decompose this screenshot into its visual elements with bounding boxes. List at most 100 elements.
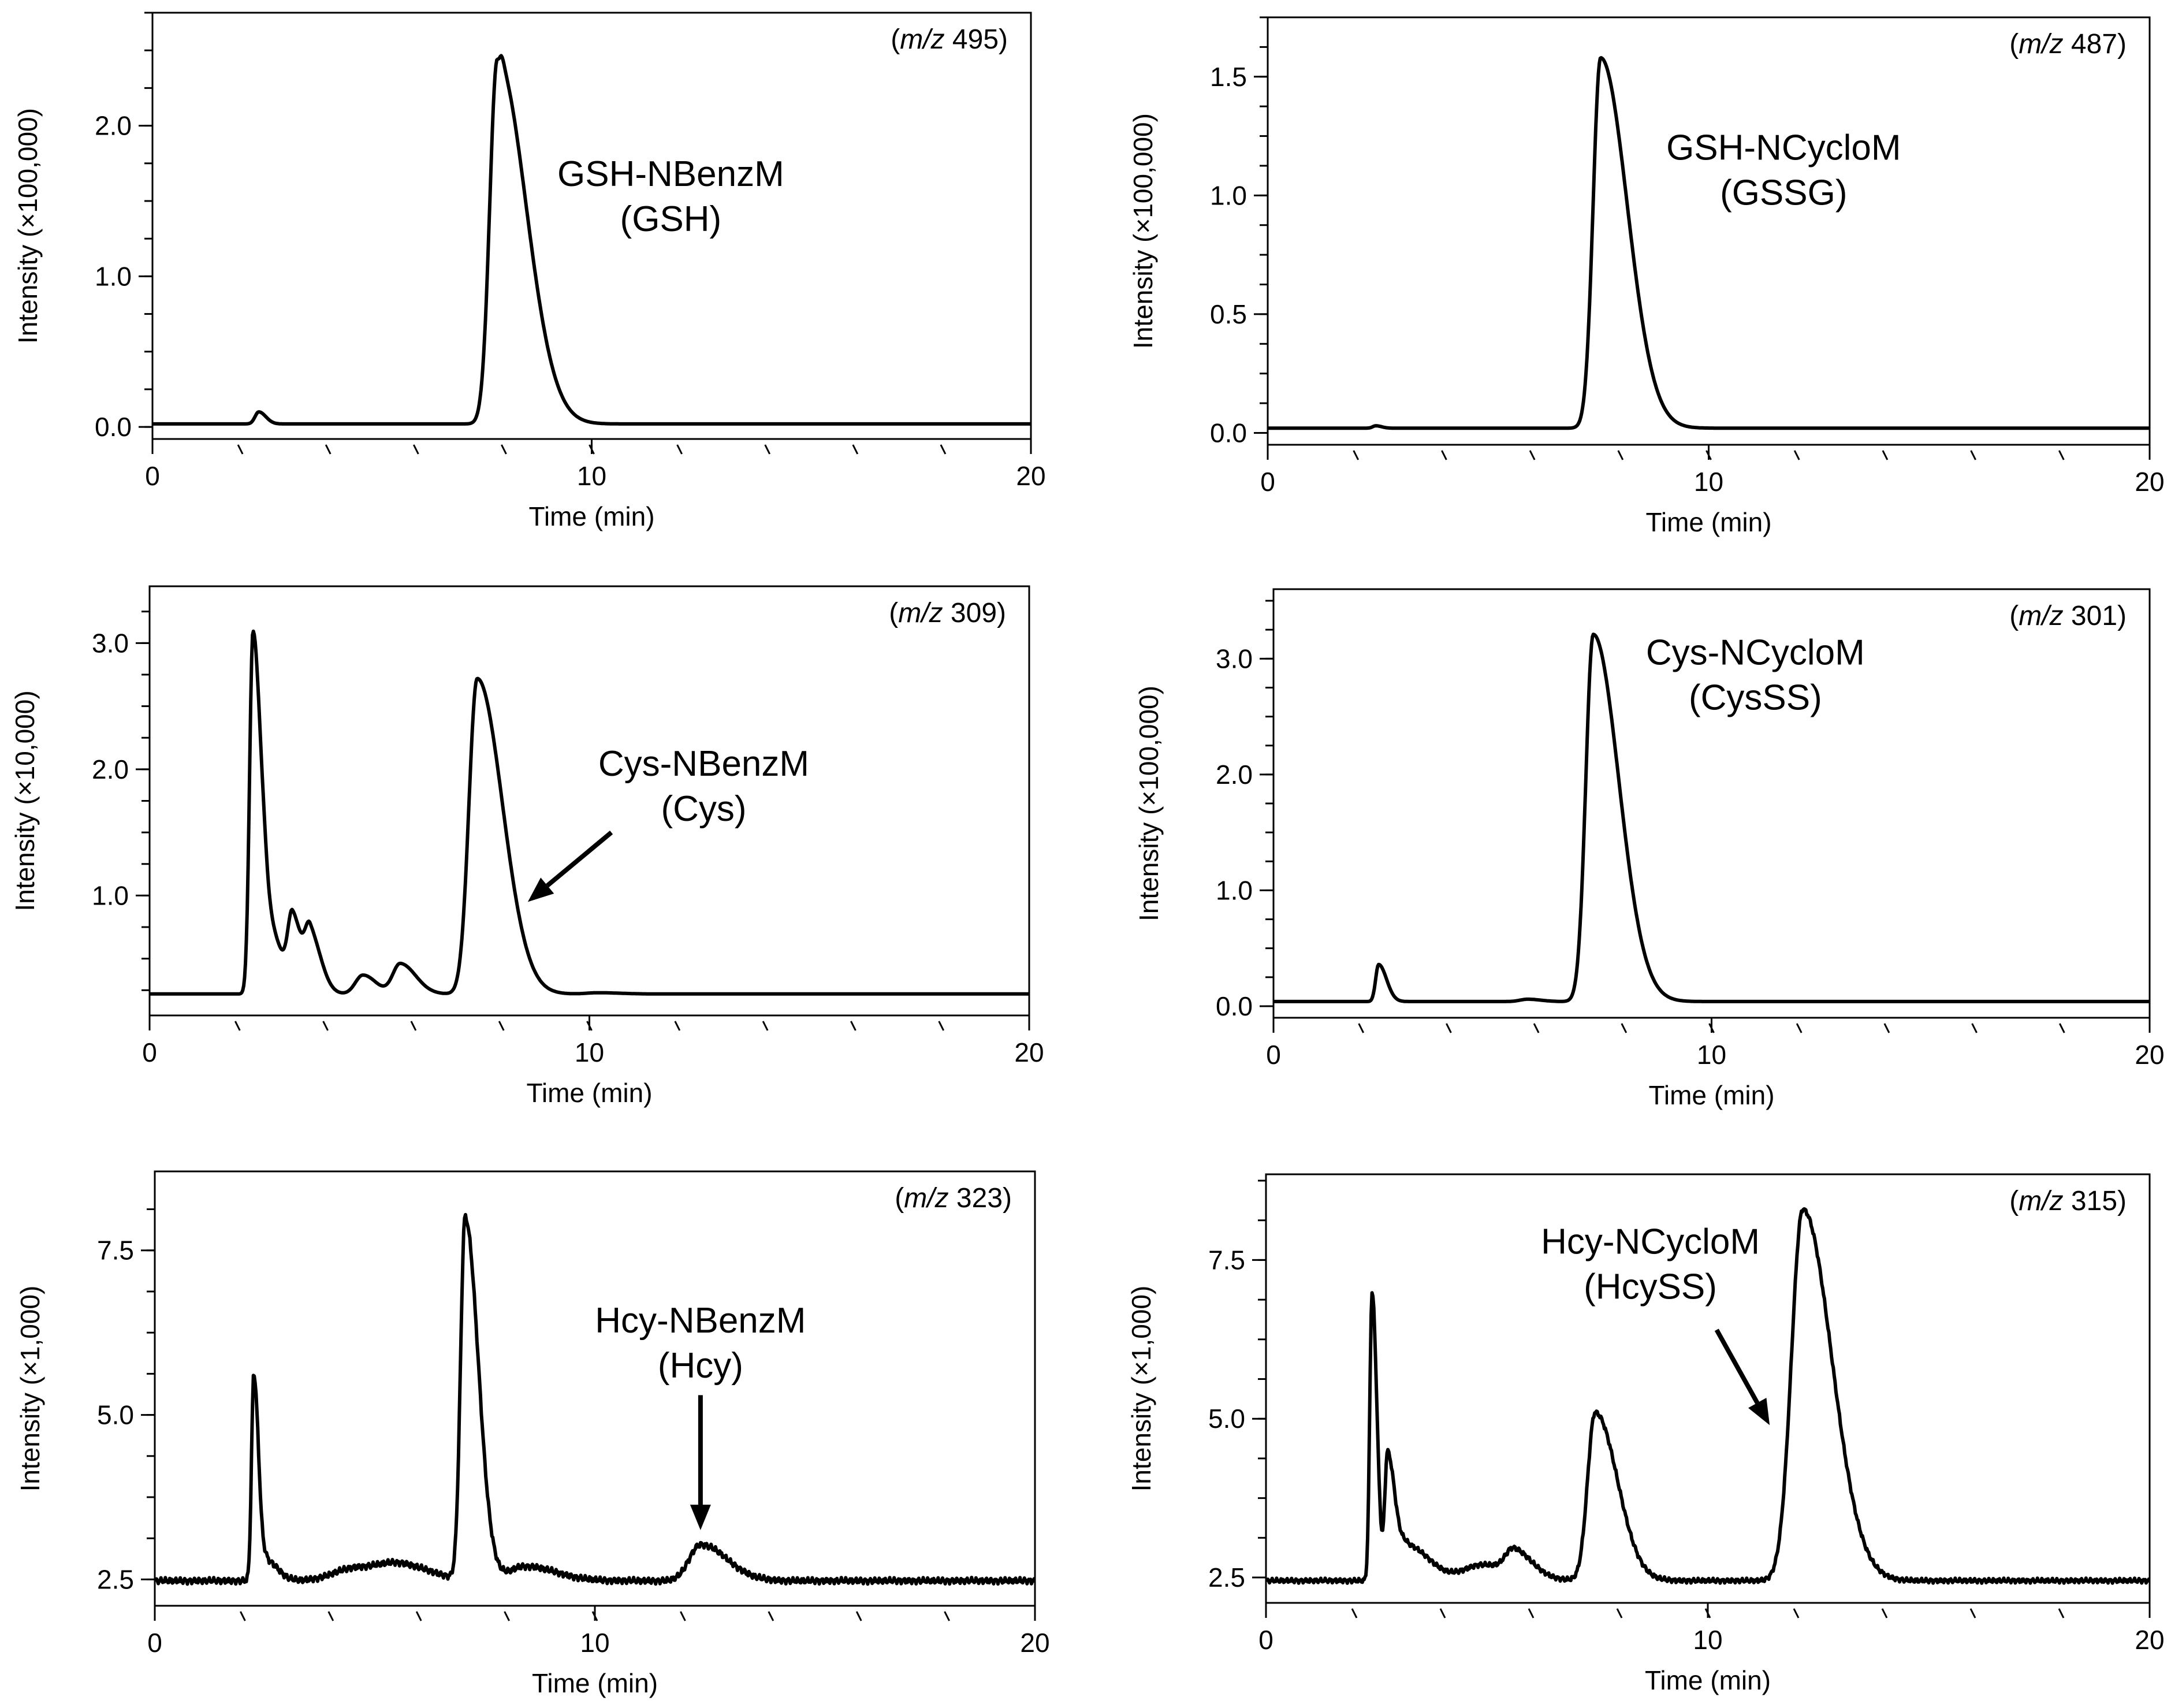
x-minor-tick xyxy=(850,1021,857,1031)
chromatogram-trace xyxy=(151,54,1032,426)
y-tick-label: 2.5 xyxy=(1208,1562,1245,1592)
x-tick-label: 10 xyxy=(575,1037,604,1067)
y-axis-title: Intensity (×1,000) xyxy=(15,1286,45,1492)
x-minor-tick xyxy=(1621,1023,1628,1033)
y-tick-label: 5.0 xyxy=(97,1400,134,1430)
y-axis-title: Intensity (×100,000) xyxy=(13,108,43,344)
y-axis-title: Intensity (×100,000) xyxy=(1128,113,1158,349)
arrow-shaft xyxy=(546,831,613,888)
x-minor-tick xyxy=(234,1021,241,1031)
x-tick-label: 0 xyxy=(1266,1040,1281,1070)
y-tick-label: 2.0 xyxy=(1216,760,1253,790)
x-minor-tick xyxy=(1439,1608,1446,1618)
x-tick-label: 20 xyxy=(2135,1040,2164,1070)
x-minor-tick xyxy=(1883,1023,1890,1033)
chromatogram-trace xyxy=(154,1212,1036,1586)
y-tick-label: 3.0 xyxy=(92,628,129,658)
x-minor-tick xyxy=(768,1611,774,1621)
y-tick-label: 5.0 xyxy=(1208,1404,1245,1434)
peak-annotation-name: Hcy-NCycloM xyxy=(1541,1222,1760,1262)
x-minor-tick xyxy=(676,444,683,455)
mz-label: (m/z 315) xyxy=(2009,1186,2127,1216)
y-axis-title: Intensity (×1,000) xyxy=(1126,1286,1156,1492)
x-minor-tick xyxy=(1529,450,1536,460)
x-minor-tick xyxy=(1882,450,1889,460)
x-minor-tick xyxy=(240,1611,246,1621)
mz-label: (m/z 495) xyxy=(891,24,1008,55)
y-tick-label: 1.0 xyxy=(92,880,129,910)
x-minor-tick xyxy=(504,1611,510,1621)
x-minor-tick xyxy=(2058,1608,2065,1618)
x-minor-tick xyxy=(327,1611,334,1621)
y-tick-label: 1.0 xyxy=(95,261,132,291)
peak-annotation-name: GSH-NCycloM xyxy=(1666,128,1901,168)
peak-annotation-analyte: (Cys) xyxy=(661,789,746,829)
y-tick-label: 0.0 xyxy=(95,412,132,442)
arrow-shaft xyxy=(1714,1329,1760,1404)
x-minor-tick xyxy=(852,444,859,455)
y-tick-label: 1.5 xyxy=(1210,62,1247,92)
x-minor-tick xyxy=(1441,450,1447,460)
x-minor-tick xyxy=(237,444,244,455)
x-minor-tick xyxy=(1970,450,1976,460)
plot-frame xyxy=(154,1170,1036,1607)
x-axis-title: Time (min) xyxy=(528,501,654,531)
x-minor-tick xyxy=(1796,1023,1803,1033)
y-tick-label: 2.5 xyxy=(97,1564,134,1594)
chart-panel-2: 0 10 20 0.0 0.5 1.0 1.5 Time (min) Intensity (×1… xyxy=(1128,16,2165,537)
x-tick-label: 20 xyxy=(2135,1625,2164,1655)
x-axis-title: Time (min) xyxy=(532,1668,658,1698)
x-tick-label: 20 xyxy=(1016,461,1045,491)
y-tick-label: 2.0 xyxy=(92,754,129,784)
y-tick-label: 1.0 xyxy=(1216,875,1253,905)
y-tick-label: 0.0 xyxy=(1216,991,1253,1021)
y-axis-title: Intensity (×100,000) xyxy=(1134,686,1164,921)
chromatogram-trace xyxy=(1272,632,2151,1003)
peak-annotation-analyte: (GSH) xyxy=(620,199,722,239)
x-minor-tick xyxy=(410,1021,417,1031)
y-tick-label: 2.0 xyxy=(95,111,132,141)
x-minor-tick xyxy=(1969,1608,1976,1618)
x-minor-tick xyxy=(1793,1608,1800,1618)
x-tick-label: 10 xyxy=(1693,1625,1722,1655)
plot-frame xyxy=(151,12,1032,440)
x-axis-title: Time (min) xyxy=(1645,507,1771,537)
chart-panel-4: 0 10 20 0.0 1.0 2.0 3.0 Time (min) Intensity (×1… xyxy=(1134,588,2165,1110)
x-minor-tick xyxy=(764,444,771,455)
x-minor-tick xyxy=(1881,1608,1888,1618)
x-minor-tick xyxy=(940,444,947,455)
x-minor-tick xyxy=(1446,1023,1452,1033)
x-minor-tick xyxy=(1793,450,1800,460)
y-tick-label: 0.5 xyxy=(1210,299,1247,329)
x-tick-label: 0 xyxy=(142,1037,157,1067)
y-tick-label: 1.0 xyxy=(1210,180,1247,210)
x-minor-tick xyxy=(2058,450,2065,460)
mz-label: (m/z 301) xyxy=(2009,601,2127,631)
x-minor-tick xyxy=(1971,1023,1978,1033)
x-minor-tick xyxy=(944,1611,950,1621)
chart-panel-6: 0 10 20 2.5 5.0 7.5 Time (min) Intensity (×1,00… xyxy=(1126,1173,2165,1695)
chart-panel-5: 0 10 20 2.5 5.0 7.5 Time (min) Intensity (×1,00… xyxy=(15,1170,1050,1698)
x-tick-label: 20 xyxy=(1020,1628,1049,1658)
x-tick-label: 0 xyxy=(1258,1625,1273,1655)
y-tick-label: 7.5 xyxy=(97,1236,134,1266)
peak-annotation-analyte: (Hcy) xyxy=(658,1346,743,1386)
x-tick-label: 10 xyxy=(580,1628,609,1658)
x-minor-tick xyxy=(325,444,332,455)
arrow-head xyxy=(690,1504,711,1530)
x-tick-label: 10 xyxy=(1694,467,1723,497)
x-minor-tick xyxy=(1617,450,1624,460)
arrow-head xyxy=(1748,1398,1770,1426)
mz-label: (m/z 323) xyxy=(895,1183,1012,1214)
x-tick-label: 20 xyxy=(2135,467,2164,497)
x-minor-tick xyxy=(501,444,507,455)
chart-panel-1: 0 10 20 0.0 1.0 2.0 Time (min) Intensity (×100,… xyxy=(13,12,1046,531)
mz-label: (m/z 309) xyxy=(889,598,1006,628)
peak-annotation-name: GSH-NBenzM xyxy=(557,154,784,194)
x-minor-tick xyxy=(1351,1608,1358,1618)
x-minor-tick xyxy=(1353,450,1360,460)
x-axis-title: Time (min) xyxy=(526,1078,652,1108)
x-tick-label: 10 xyxy=(1697,1040,1726,1070)
peak-annotation-name: Cys-NBenzM xyxy=(598,744,809,784)
